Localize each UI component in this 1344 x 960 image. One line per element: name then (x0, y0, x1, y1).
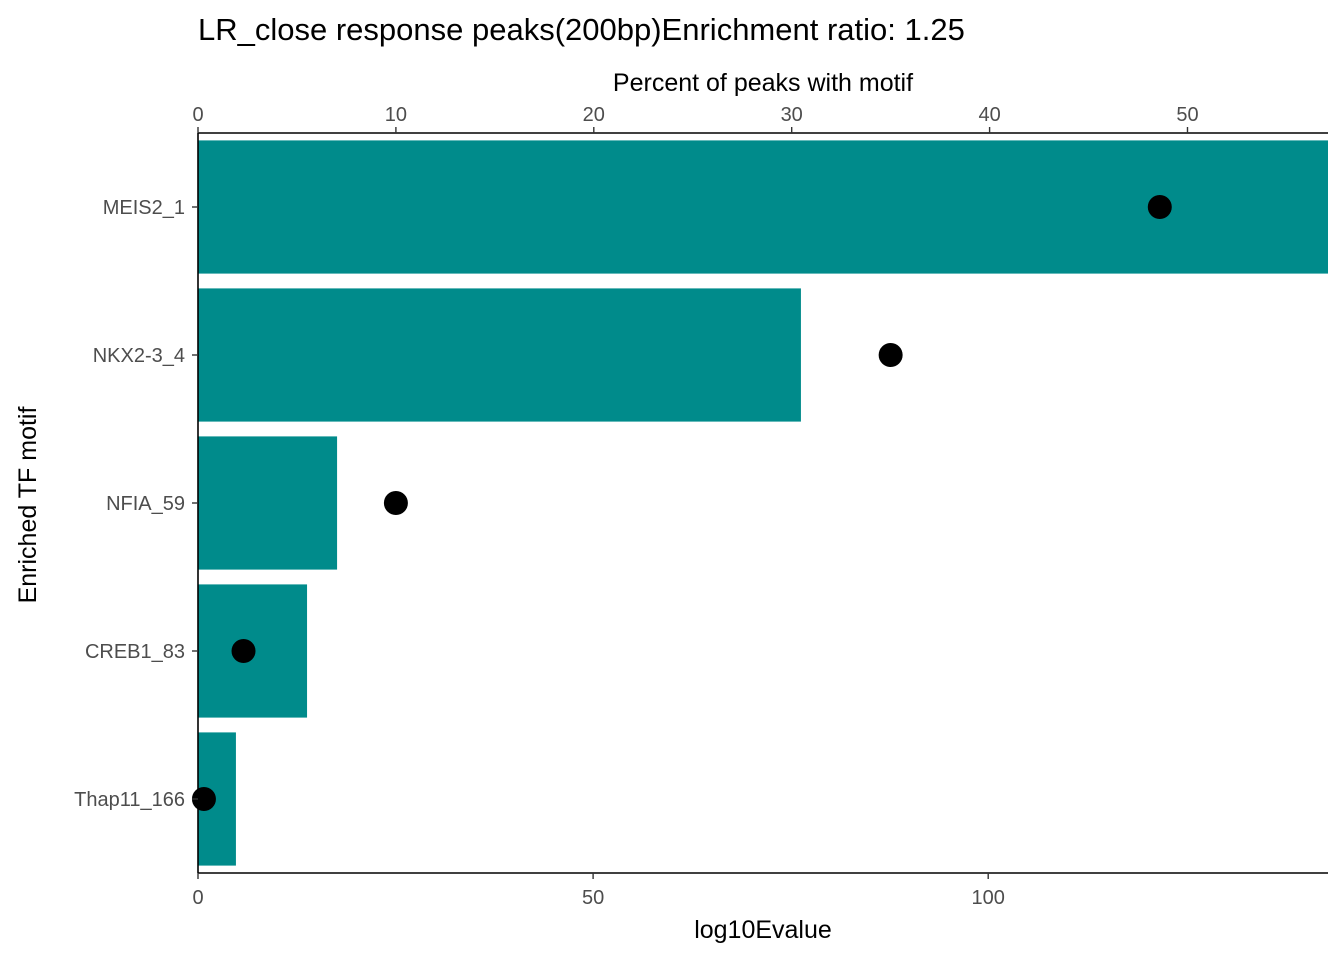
y-tick-label: NFIA_59 (106, 493, 185, 515)
y-axis-title: Enriched TF motif (14, 407, 42, 604)
bottom-tick-label: 100 (972, 887, 1005, 909)
point-CREB1_83 (231, 639, 256, 663)
chart-title: LR_close response peaks(200bp)Enrichment… (198, 12, 965, 47)
top-tick-label: 20 (583, 104, 605, 126)
point-NKX2-3_4 (878, 343, 903, 367)
point-MEIS2_1 (1147, 195, 1172, 219)
y-tick-label: MEIS2_1 (103, 197, 185, 219)
top-tick-label: 10 (385, 104, 407, 126)
top-tick-label: 50 (1176, 104, 1198, 126)
top-tick-label: 30 (781, 104, 803, 126)
point-NFIA_59 (383, 491, 408, 515)
bottom-axis-title: log10Evalue (694, 916, 832, 944)
bottom-tick-label: 0 (192, 887, 203, 909)
bottom-tick-label: 50 (582, 887, 604, 909)
y-tick-label: CREB1_83 (85, 641, 185, 663)
top-tick-label: 40 (978, 104, 1000, 126)
bar-NKX2-3_4 (198, 288, 801, 422)
top-axis-title: Percent of peaks with motif (613, 69, 913, 97)
y-tick-label: Thap11_166 (74, 789, 185, 811)
top-tick-label: 0 (192, 104, 203, 126)
axes-layer: MEIS2_1 NKX2-3_4 NFIA_59 CREB1_83 Thap11_166… (74, 104, 1328, 909)
bars-layer (198, 140, 1328, 866)
bar-NFIA_59 (198, 436, 338, 570)
bar-MEIS2_1 (198, 140, 1328, 274)
y-tick-label: NKX2-3_4 (93, 345, 185, 367)
points-layer (191, 195, 1172, 811)
